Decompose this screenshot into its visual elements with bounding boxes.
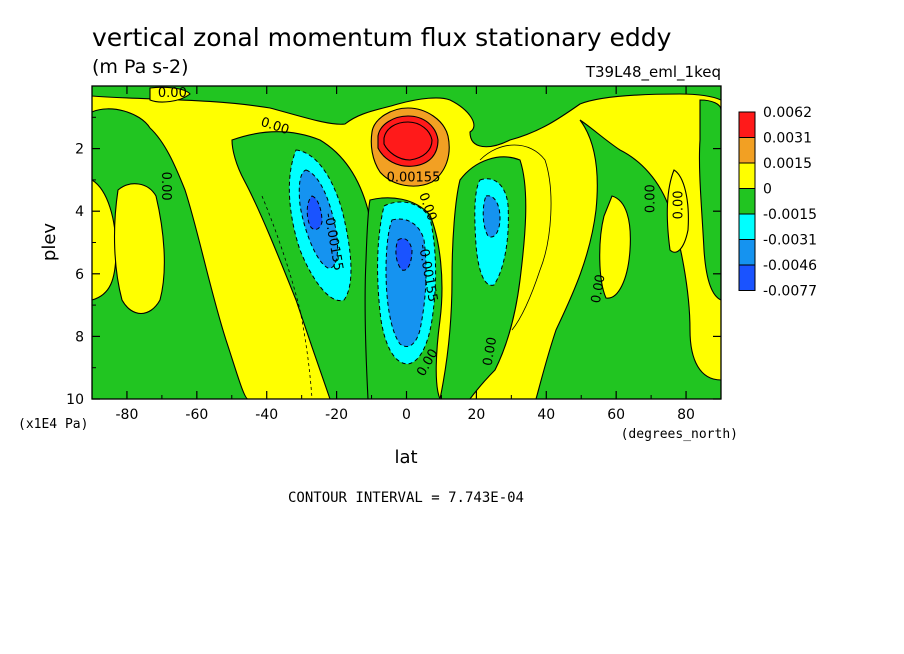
legend-label: -0.0046 xyxy=(763,258,817,274)
contour-label: 0.00 xyxy=(644,184,659,213)
contour-thin-north xyxy=(479,144,552,331)
contour-label: 0.00 xyxy=(589,273,609,304)
legend-swatch xyxy=(738,188,756,215)
south-negative-lobe xyxy=(288,149,352,302)
yellow-pocket-arctic xyxy=(666,169,689,253)
x-tick-label: 80 xyxy=(677,407,695,423)
legend-label: 0.0031 xyxy=(763,131,812,147)
contour-fill-yellow-pockets xyxy=(113,86,689,315)
y-axis-units: (x1E4 Pa) xyxy=(18,417,88,432)
yellow-pocket-south xyxy=(113,183,165,315)
positive-core xyxy=(370,107,450,187)
run-label: T39L48_eml_1keq xyxy=(585,63,721,82)
legend-swatch xyxy=(738,264,756,291)
contour-thin-south xyxy=(261,195,313,399)
x-tick-label: -40 xyxy=(255,407,278,423)
yellow-pocket-north xyxy=(599,195,631,299)
equator-negative-lobe xyxy=(377,201,437,365)
legend-swatch xyxy=(738,137,756,164)
yellow-pocket-polar xyxy=(149,86,191,103)
core-ring-1 xyxy=(383,121,433,161)
y-tick-label: 6 xyxy=(75,267,84,283)
legend-swatch xyxy=(738,213,756,240)
green-region-arctic xyxy=(698,99,721,301)
x-tick-label: 20 xyxy=(467,407,485,423)
core-red xyxy=(377,115,439,167)
legend-swatch xyxy=(738,162,756,189)
plot-area: 0.000.000.00-0.001550.001550.00-0.001550… xyxy=(92,86,721,399)
y-tick-label: 2 xyxy=(75,142,84,158)
chart-title: vertical zonal momentum flux stationary … xyxy=(92,23,672,52)
contour-label: 0.00155 xyxy=(387,170,441,185)
x-axis-label: lat xyxy=(394,447,417,468)
legend-label: 0.0062 xyxy=(763,105,812,121)
x-axis-units: (degrees_north) xyxy=(621,427,738,442)
legend-label: 0 xyxy=(763,182,772,198)
y-axis-label: plev xyxy=(39,223,60,262)
contour-interval-label: CONTOUR INTERVAL = 7.743E-04 xyxy=(288,490,524,506)
contour-label: 0.00 xyxy=(481,336,501,367)
x-tick-label: 40 xyxy=(537,407,555,423)
thin-contours xyxy=(261,144,552,399)
x-axis: -80 -60 -40 -20 0 20 40 60 80 xyxy=(91,86,722,423)
lobe-e-core xyxy=(395,237,413,271)
x-tick-label: 0 xyxy=(402,407,411,423)
y-axis: 2 4 6 8 10 xyxy=(66,116,721,408)
legend-label: -0.0015 xyxy=(763,207,817,223)
north-negative-lobe xyxy=(474,178,509,286)
contour-label: 0.00 xyxy=(158,86,187,101)
legend-label: 0.0015 xyxy=(763,156,812,172)
lobe-n-core xyxy=(482,195,501,238)
lobe-s-core xyxy=(306,195,323,230)
legend-label: -0.0031 xyxy=(763,233,817,249)
contour-label: 0.00 xyxy=(672,190,687,219)
y-tick-label: 4 xyxy=(75,204,84,220)
green-region-upper xyxy=(92,86,721,148)
contour-label: 0.00 xyxy=(158,172,173,201)
y-tick-label: 8 xyxy=(75,329,84,345)
x-tick-label: -60 xyxy=(185,407,208,423)
legend-swatch xyxy=(738,239,756,266)
y-tick-label: 10 xyxy=(66,392,84,408)
x-tick-label: 60 xyxy=(607,407,625,423)
legend-swatch xyxy=(738,111,756,138)
colorbar-legend: 0.0062 0.0031 0.0015 0 -0.0015 -0.0031 -0.0046… xyxy=(738,105,817,300)
x-tick-label: -20 xyxy=(325,407,348,423)
chart-subtitle: (m Pa s-2) xyxy=(92,56,189,78)
legend-label: -0.0077 xyxy=(763,284,817,300)
x-tick-label: -80 xyxy=(116,407,139,423)
